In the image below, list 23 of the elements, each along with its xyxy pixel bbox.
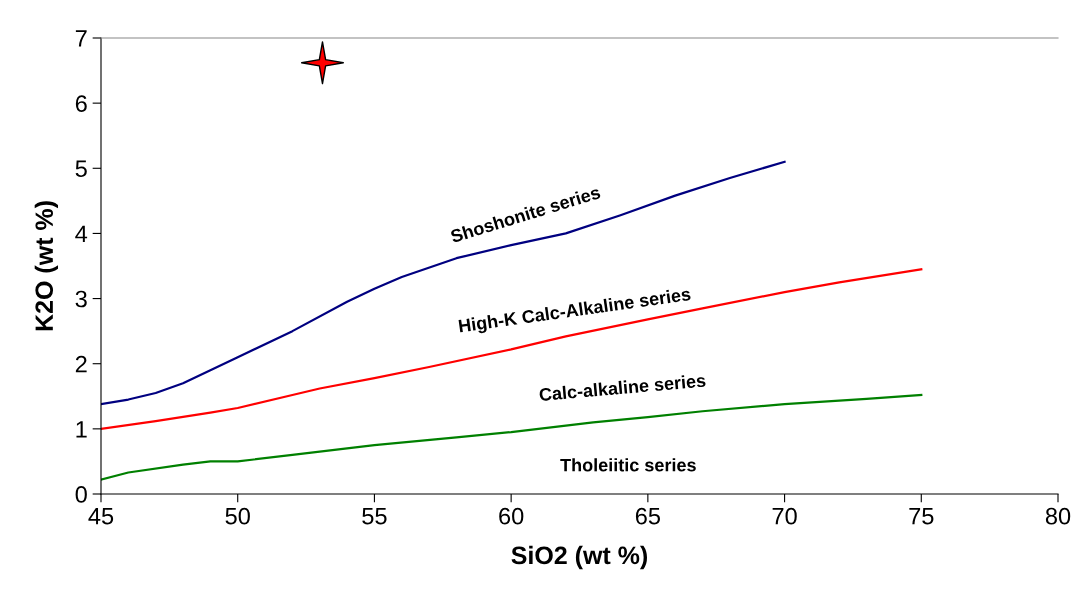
y-tick-label: 2	[75, 355, 87, 373]
y-tick-label: 0	[75, 486, 87, 503]
y-axis-title: K2O (wt %)	[34, 201, 59, 331]
x-tick-label: 70	[772, 507, 797, 525]
annotation: Calc-alkaline series	[539, 373, 706, 402]
x-tick-label: 75	[909, 508, 934, 525]
x-tick-label: 60	[499, 507, 524, 525]
annotation: Tholeiitic series	[560, 458, 696, 472]
annotation: High-K Calc-Alkaline series	[458, 286, 692, 337]
y-tick-label: 1	[76, 421, 87, 438]
y-tick-label: 4	[75, 225, 88, 242]
y-tick-label: 7	[75, 30, 87, 47]
line-series	[101, 268, 923, 430]
x-axis-title: SiO2 (wt %)	[511, 545, 648, 570]
line-series	[101, 160, 786, 406]
x-tick-label: 80	[1045, 507, 1071, 525]
y-tick-label: 6	[75, 95, 87, 112]
x-tick-label: 45	[88, 508, 114, 525]
x-tick-label: 50	[225, 507, 250, 525]
y-tick-label: 5	[75, 160, 87, 178]
y-tick-label: 3	[75, 290, 87, 308]
x-tick-label: 65	[635, 507, 660, 525]
x-tick-label: 55	[362, 508, 387, 525]
